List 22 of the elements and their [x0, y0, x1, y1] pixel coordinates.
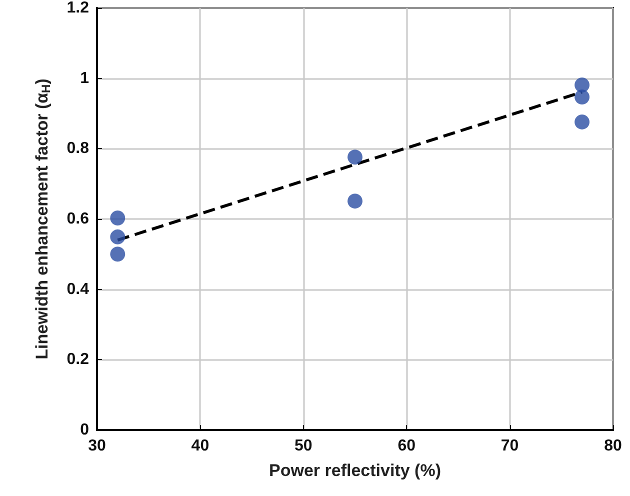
y-tick-label: 1: [80, 70, 90, 87]
y-tick-label: 0.4: [66, 280, 90, 298]
point: [110, 246, 126, 262]
x-tick-label: 80: [604, 438, 622, 454]
y-tick-label: 0: [80, 422, 90, 438]
x-tick-label: 40: [191, 438, 210, 454]
x-tick-label: 60: [398, 438, 416, 454]
y-tick-label: 0.8: [66, 140, 90, 158]
point: [110, 210, 126, 226]
y-tick-label: 1.2: [66, 0, 90, 16]
x-tick-label: 70: [500, 438, 519, 454]
y-axis-title: Linewidth enhancement factor (αH): [32, 78, 53, 360]
y-tick-label: 0.6: [66, 210, 90, 228]
x-tick-label: 30: [88, 438, 106, 454]
x-tick-label: 50: [294, 438, 312, 454]
point: [348, 150, 362, 165]
point: [574, 114, 590, 130]
point: [574, 89, 590, 104]
point: [110, 229, 126, 244]
point: [348, 194, 362, 209]
y-tick-label: 0.2: [66, 351, 90, 368]
x-axis-title: Power reflectivity (%): [269, 461, 441, 480]
